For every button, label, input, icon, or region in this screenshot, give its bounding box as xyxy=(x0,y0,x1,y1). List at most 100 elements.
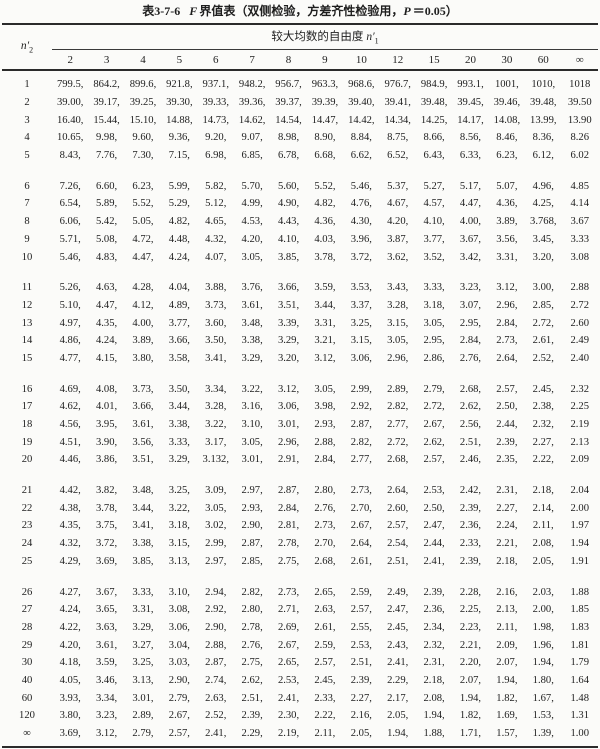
cell: 4.46, xyxy=(59,454,81,466)
cell: 2.73, xyxy=(350,485,372,497)
cell: 2.44, xyxy=(423,538,445,550)
cell: 4.18, xyxy=(59,657,81,669)
cell: 3.90, xyxy=(95,436,118,448)
cell: 1.85 xyxy=(570,604,589,616)
cell: 3.22, xyxy=(241,383,263,395)
row-label: 15 xyxy=(21,352,33,364)
cell: 6.06, xyxy=(59,216,81,228)
row-label: 1 xyxy=(24,79,30,91)
cell: 2.71, xyxy=(277,604,300,616)
cell: 2.53, xyxy=(350,639,372,651)
table-row: 7 6.54, 5.89, 5.52, 5.29, 5.12, 4.99, 4.90, 4.82… xyxy=(2,195,598,213)
cell: 3.69, xyxy=(95,555,118,567)
cell: 2.61, xyxy=(314,621,336,633)
table-row: 18 4.56, 3.95, 3.61, 3.38, 3.22, 3.10, 3.01, 2.9… xyxy=(2,416,598,434)
cell: 2.51, xyxy=(387,555,409,567)
cell: 4.36, xyxy=(314,216,336,228)
cell: 3.17, xyxy=(205,436,227,448)
row-label: 5 xyxy=(24,150,30,162)
cell: 7.30, xyxy=(132,150,154,162)
cell: 2.35, xyxy=(496,454,518,466)
cell: 2.99, xyxy=(205,538,227,550)
cell: 2.68, xyxy=(314,555,336,567)
table-row: 10 5.46, 4.83, 4.47, 4.24, 4.07, 3.05, 3.85, 3.7… xyxy=(2,248,598,266)
cell: 6.78, xyxy=(277,150,300,162)
cell: 3.18, xyxy=(168,520,190,532)
cell: 1.83 xyxy=(570,621,589,633)
cell: 2.39, xyxy=(459,555,482,567)
cell: 899.6, xyxy=(129,79,157,91)
cell: 3.05, xyxy=(241,251,263,263)
cell: 2.00 xyxy=(570,502,589,514)
cell: 1.98, xyxy=(532,621,554,633)
cell: 3.51, xyxy=(277,299,300,311)
cell: 4.89, xyxy=(168,299,190,311)
cell: 3.38, xyxy=(241,335,263,347)
cell: 2.07, xyxy=(459,674,482,686)
cell: 39.46, xyxy=(493,97,521,109)
title-table-number: 表3-7-6 xyxy=(142,4,181,18)
cell: 3.28, xyxy=(387,299,409,311)
cell: 2.44, xyxy=(496,419,518,431)
cell: 5.60, xyxy=(277,180,300,192)
cell: 6.12, xyxy=(532,150,554,162)
cell: 8.36, xyxy=(532,132,554,144)
cell: 3.61, xyxy=(241,299,263,311)
cell: 2.62, xyxy=(423,436,445,448)
cell: 3.05, xyxy=(387,335,409,347)
cell: 6.23, xyxy=(132,180,154,192)
cell: 15.44, xyxy=(93,114,120,126)
column-group-label: 较大均数的自由度 n′1 xyxy=(52,24,598,50)
cell: 3.29, xyxy=(277,335,300,347)
cell: 3.07, xyxy=(459,299,482,311)
cell: 2.53, xyxy=(277,674,300,686)
cell: 6.43, xyxy=(423,150,445,162)
cell: 2.97, xyxy=(241,485,263,497)
cell: 2.31, xyxy=(496,485,518,497)
cell: 39.48, xyxy=(420,97,448,109)
cell: 7.76, xyxy=(95,150,118,162)
cell: 9.60, xyxy=(132,132,154,144)
cell: 1018 xyxy=(569,79,591,91)
cell: 3.12, xyxy=(314,352,336,364)
cell: 2.64, xyxy=(350,538,372,550)
cell: 4.63, xyxy=(95,282,118,294)
cell: 2.21, xyxy=(459,639,482,651)
cell: 984.9, xyxy=(420,79,448,91)
cell: 4.32, xyxy=(59,538,81,550)
cell: 4.62, xyxy=(59,401,81,413)
cell: 4.00, xyxy=(459,216,482,228)
cell: 14.54, xyxy=(275,114,302,126)
cell: 1.88 xyxy=(570,586,589,598)
cell: 3.01, xyxy=(132,692,154,704)
cell: 2.77, xyxy=(387,419,409,431)
cell: 14.34, xyxy=(384,114,411,126)
cell: 3.67 xyxy=(570,216,589,228)
row-label: 6 xyxy=(24,180,30,192)
row-label: 30 xyxy=(21,657,33,669)
cell: 2.52, xyxy=(532,352,554,364)
cell: 3.87, xyxy=(387,233,409,245)
cell: 3.33, xyxy=(423,282,445,294)
cell: 4.05, xyxy=(59,674,81,686)
cell: 1.31 xyxy=(570,710,589,722)
cell: 6.62, xyxy=(350,150,372,162)
cell: 2.62, xyxy=(459,401,482,413)
cell: 3.15, xyxy=(350,335,372,347)
cell: 2.73, xyxy=(277,586,300,598)
cell: 2.20, xyxy=(459,657,482,669)
cell: 8.98, xyxy=(277,132,300,144)
cell: 3.58, xyxy=(168,352,190,364)
cell: 3.08 xyxy=(570,251,589,263)
cell: 3.80, xyxy=(132,352,154,364)
cell: 4.14 xyxy=(570,198,589,210)
cell: 4.00, xyxy=(132,317,154,329)
cell: 2.52, xyxy=(205,710,227,722)
cell: 39.33, xyxy=(202,97,229,109)
cell: 3.66, xyxy=(277,282,300,294)
title-p-symbol: P xyxy=(403,4,411,18)
cell: 4.36, xyxy=(496,198,518,210)
cell: 3.45, xyxy=(532,233,554,245)
cell: 39.30, xyxy=(166,97,193,109)
cell: 3.10, xyxy=(241,419,263,431)
